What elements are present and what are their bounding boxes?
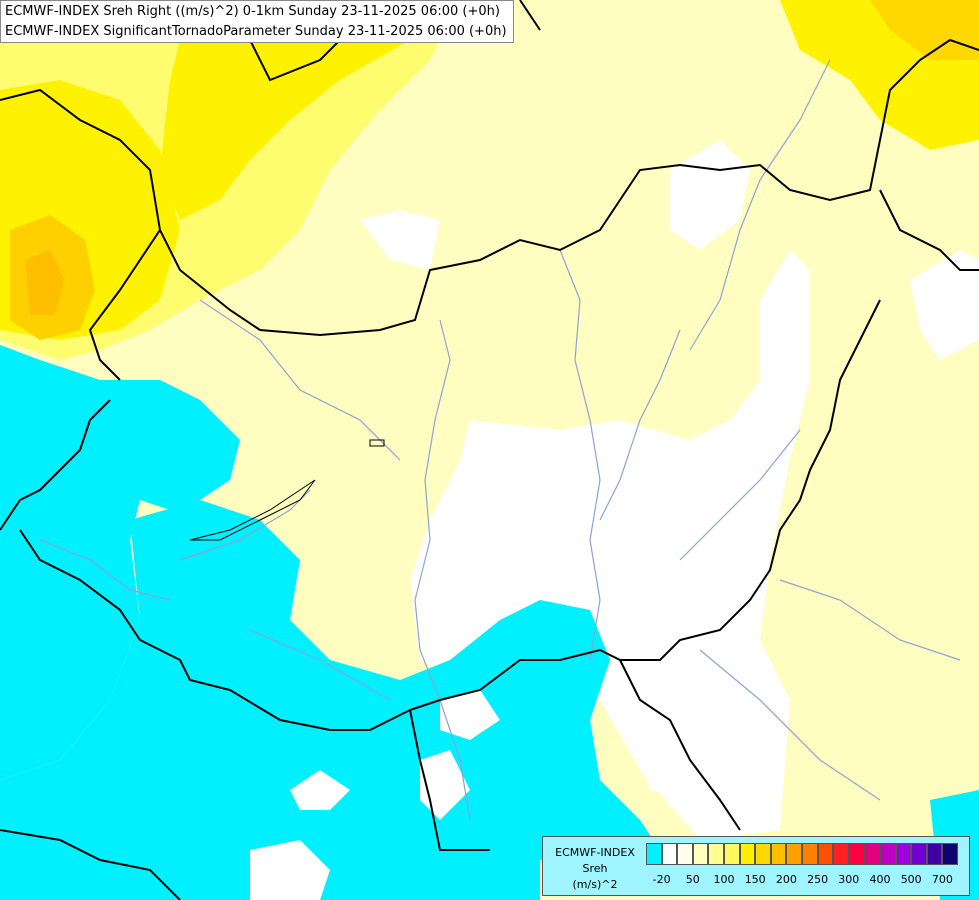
- legend-swatch: [833, 843, 849, 865]
- legend-swatch: [817, 843, 834, 865]
- legend-tick-label: 250: [807, 873, 829, 886]
- legend-swatch: [692, 843, 709, 865]
- legend-swatch: [661, 843, 678, 865]
- legend-swatch: [911, 843, 927, 865]
- yellow-field-north: [160, 0, 430, 220]
- legend-swatches: [646, 843, 958, 865]
- cyan-area-south: [0, 500, 660, 900]
- white-hole-south-4: [250, 840, 330, 900]
- white-area-east: [910, 250, 979, 360]
- legend-swatch: [895, 843, 912, 865]
- title-line-2: ECMWF-INDEX SignificantTornadoParameter …: [5, 24, 507, 39]
- white-hole-south-3: [420, 750, 470, 820]
- legend-swatch: [926, 843, 943, 865]
- legend-title: ECMWF-INDEX Sreh (m/s)^2: [547, 845, 643, 893]
- white-area-se: [630, 640, 740, 800]
- legend-swatch: [708, 843, 724, 865]
- orange-core-west-inner: [25, 250, 65, 315]
- legend-tick-label: 400: [869, 873, 891, 886]
- small-lake: [369, 439, 385, 447]
- legend-tick-label: 500: [900, 873, 922, 886]
- legend-swatch: [864, 843, 880, 865]
- cyan-area-southwest: [0, 345, 240, 780]
- legend-ticks: -20 50 100 150 200 250 300 400 500 700: [646, 873, 966, 889]
- legend-swatch: [677, 843, 693, 865]
- legend-swatch: [848, 843, 865, 865]
- legend-swatch: [801, 843, 818, 865]
- legend-swatch: [723, 843, 740, 865]
- color-legend: ECMWF-INDEX Sreh (m/s)^2 -20 50 100 150 200 2…: [542, 836, 970, 896]
- legend-tick-label: -20: [652, 873, 671, 886]
- legend-tick-label: 150: [744, 873, 766, 886]
- legend-tick-label: 200: [775, 873, 797, 886]
- legend-swatch: [739, 843, 756, 865]
- lake-balaton: [189, 479, 316, 541]
- map-title-box: ECMWF-INDEX Sreh Right ((m/s)^2) 0-1km S…: [0, 0, 514, 43]
- legend-swatch: [786, 843, 802, 865]
- legend-model: ECMWF-INDEX: [555, 846, 635, 859]
- legend-variable: Sreh: [582, 862, 608, 875]
- white-area-north: [670, 140, 750, 250]
- legend-tick-label: 50: [685, 873, 700, 886]
- legend-swatch: [646, 843, 662, 865]
- legend-swatch: [942, 843, 958, 865]
- title-line-1: ECMWF-INDEX Sreh Right ((m/s)^2) 0-1km S…: [5, 4, 500, 19]
- yellow-field-ne-strong: [870, 0, 979, 60]
- white-hole-south-2: [440, 690, 500, 740]
- legend-swatch: [755, 843, 771, 865]
- white-area-northwest: [360, 210, 440, 270]
- legend-swatch: [879, 843, 896, 865]
- legend-tick-label: 300: [838, 873, 860, 886]
- legend-unit: (m/s)^2: [572, 878, 618, 891]
- legend-swatch: [770, 843, 787, 865]
- legend-tick-label: 100: [713, 873, 735, 886]
- legend-tick-label: 700: [931, 873, 953, 886]
- white-hole-south: [290, 770, 350, 810]
